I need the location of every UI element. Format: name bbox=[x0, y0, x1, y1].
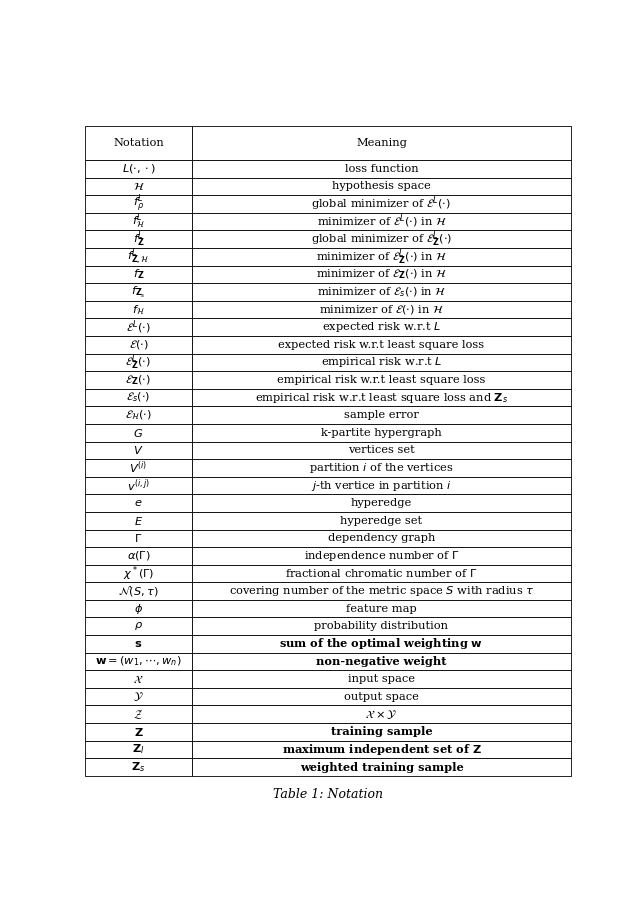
Text: Table 1: Notation: Table 1: Notation bbox=[273, 788, 383, 801]
